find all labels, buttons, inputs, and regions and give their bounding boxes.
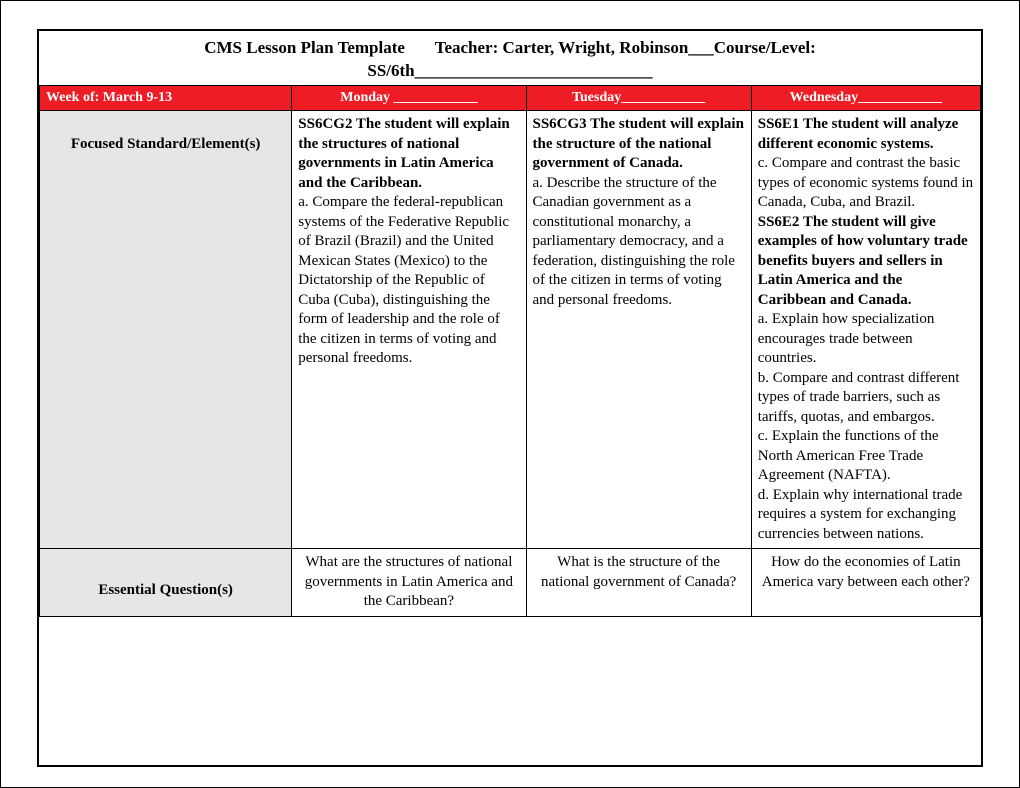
focused-wed-b1: SS6E1 The student will analyze different… — [758, 116, 959, 152]
focused-tuesday: SS6CG3 The student will explain the stru… — [526, 111, 751, 549]
title-line-2: SS/6th____________________________ — [367, 61, 652, 80]
focused-wednesday: SS6E1 The student will analyze different… — [751, 111, 980, 549]
header-wednesday: Wednesday____________ — [751, 85, 980, 110]
focused-monday: SS6CG2 The student will explain the stru… — [292, 111, 526, 549]
focused-standard-row: Focused Standard/Element(s) SS6CG2 The s… — [40, 111, 981, 549]
focused-mon-a: a. Compare the federal-republican system… — [298, 194, 509, 366]
focused-tue-bold: SS6CG3 The student will explain the stru… — [533, 116, 744, 171]
header-tuesday: Tuesday____________ — [526, 85, 751, 110]
focused-wed-b: b. Compare and contrast different types … — [758, 370, 960, 425]
essential-question-label: Essential Question(s) — [40, 549, 292, 617]
essential-question-row: Essential Question(s) What are the struc… — [40, 549, 981, 617]
eq-wednesday: How do the economies of Latin America va… — [751, 549, 980, 617]
eq-monday: What are the structures of national gove… — [292, 549, 526, 617]
header-week: Week of: March 9-13 — [40, 85, 292, 110]
eq-tuesday: What is the structure of the national go… — [526, 549, 751, 617]
focused-standard-label: Focused Standard/Element(s) — [40, 111, 292, 549]
lesson-plan-table: Week of: March 9-13 Monday ____________ … — [39, 85, 981, 617]
page: CMS Lesson Plan Template Teacher: Carter… — [0, 0, 1020, 788]
focused-wed-d: d. Explain why international trade requi… — [758, 487, 963, 542]
focused-wed-c: c. Compare and contrast the basic types … — [758, 155, 973, 210]
focused-wed-b2: SS6E2 The student will give examples of … — [758, 214, 968, 308]
blank-space — [39, 617, 981, 765]
focused-wed-a: a. Explain how specialization encourages… — [758, 311, 935, 366]
document-title: CMS Lesson Plan Template Teacher: Carter… — [39, 31, 981, 85]
header-monday: Monday ____________ — [292, 85, 526, 110]
document-frame: CMS Lesson Plan Template Teacher: Carter… — [37, 29, 983, 767]
header-row: Week of: March 9-13 Monday ____________ … — [40, 85, 981, 110]
focused-mon-bold: SS6CG2 The student will explain the stru… — [298, 116, 509, 191]
focused-wed-cc: c. Explain the functions of the North Am… — [758, 428, 939, 483]
focused-tue-a: a. Describe the structure of the Canadia… — [533, 175, 735, 308]
title-line-1: CMS Lesson Plan Template Teacher: Carter… — [204, 38, 816, 57]
